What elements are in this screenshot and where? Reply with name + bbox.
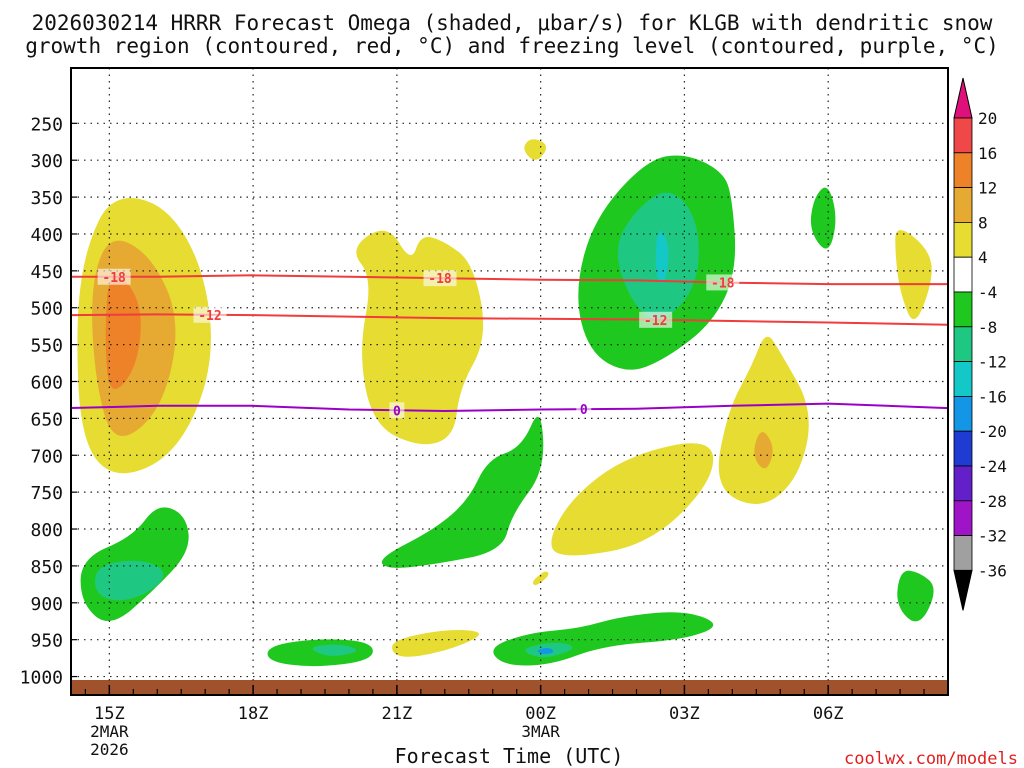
colorbar-label: -24 — [978, 457, 1007, 476]
colorbar-label: -28 — [978, 492, 1007, 511]
ground-bar — [71, 680, 948, 695]
x-tick-sublabel: 2MAR — [90, 722, 129, 741]
isotherm-label-bg — [639, 311, 673, 328]
y-tick-label: 900 — [30, 594, 63, 615]
y-tick-label: 450 — [30, 262, 63, 283]
isotherm-label: -18 — [428, 272, 452, 287]
y-tick-label: 300 — [30, 151, 63, 172]
y-tick-label: 850 — [30, 557, 63, 578]
isotherm-contours: -18 -18 -18 -12 -12 0 0 — [70, 268, 949, 419]
isotherm-label: 0 — [393, 404, 401, 419]
colorbar-bin — [953, 465, 973, 502]
omega-shaded-regions — [77, 139, 934, 667]
y-tick-label: 400 — [30, 225, 63, 246]
y-tick-label: 350 — [30, 188, 63, 209]
x-axis-title: Forecast Time (UTC) — [395, 744, 624, 768]
colorbar-bottom-arrow — [953, 569, 973, 611]
omega-region-22 — [895, 230, 932, 320]
colorbar-bin — [953, 535, 973, 571]
isotherm-label: 0 — [580, 403, 588, 418]
y-tick-label: 600 — [30, 373, 63, 394]
x-tick-sublabel: 3MAR — [521, 722, 560, 741]
colorbar-bin — [953, 395, 973, 432]
colorbar-label: -12 — [978, 353, 1007, 372]
colorbar-bin — [953, 430, 973, 467]
omega-region-4 — [95, 560, 164, 601]
colorbar-bin — [953, 117, 973, 154]
chart-title-line-1: 2026030214 HRRR Forecast Omega (shaded, … — [32, 11, 993, 35]
colorbar-label: -36 — [978, 561, 1007, 580]
omega-region-19 — [718, 336, 809, 504]
omega-colorbar: 20 16 12 8 4 -4 -8 -12 -16 -20 -24 -28 -32 -36 — [953, 77, 1007, 611]
y-tick-label: 650 — [30, 409, 63, 430]
y-axis: 250 300 350 400 450 500 550 600 650 700 750 800 850 9… — [20, 114, 77, 689]
colorbar-label: 16 — [978, 144, 997, 163]
chart-title-line-2: growth region (contoured, red, °C) and f… — [25, 34, 999, 58]
colorbar-bin — [953, 221, 973, 258]
y-tick-label: 1000 — [20, 668, 63, 689]
omega-region-23 — [897, 570, 934, 622]
gridlines — [71, 68, 948, 695]
colorbar-bin — [953, 500, 973, 536]
colorbar-label: -20 — [978, 422, 1007, 441]
isotherm-line-0 — [70, 274, 948, 286]
colorbar-bin — [953, 361, 973, 397]
omega-region-12 — [537, 648, 554, 654]
colorbar-bin — [953, 326, 973, 362]
colorbar-label: -32 — [978, 527, 1007, 546]
y-tick-label: 800 — [30, 520, 63, 541]
x-tick-label: 21Z — [382, 704, 413, 724]
colorbar-bin — [953, 152, 973, 189]
omega-region-13 — [532, 571, 549, 585]
colorbar-label: -4 — [978, 283, 997, 302]
omega-region-6 — [312, 644, 357, 656]
y-tick-label: 550 — [30, 336, 63, 357]
colorbar-bin — [953, 187, 973, 223]
omega-region-9 — [381, 416, 544, 568]
colorbar-bin — [953, 291, 973, 328]
colorbar-label: 4 — [978, 248, 988, 267]
isotherm-label-bg — [389, 402, 405, 419]
x-tick-sublabel: 2026 — [90, 740, 129, 759]
y-tick-label: 950 — [30, 631, 63, 652]
isotherm-label-bg — [193, 306, 227, 323]
colorbar-bin — [953, 256, 973, 293]
x-tick-label: 18Z — [238, 704, 269, 724]
omega-region-2 — [105, 275, 141, 390]
isotherm-label-bg — [576, 401, 592, 418]
y-tick-label: 750 — [30, 483, 63, 504]
omega-region-8 — [392, 630, 479, 657]
isotherm-label-bg — [97, 268, 131, 285]
colorbar-label: -8 — [978, 318, 997, 337]
isotherm-label: -12 — [644, 314, 667, 329]
y-tick-label: 250 — [30, 114, 63, 135]
x-tick-label: 06Z — [813, 704, 844, 724]
x-tick-label: 03Z — [669, 704, 700, 724]
isotherm-label: -12 — [198, 309, 221, 324]
x-tick-label: 00Z — [525, 704, 556, 724]
omega-region-14 — [551, 443, 714, 556]
colorbar-label: 20 — [978, 109, 997, 128]
y-tick-label: 700 — [30, 446, 63, 467]
isotherm-line-2 — [70, 402, 949, 413]
isotherm-label: -18 — [102, 271, 126, 286]
colorbar-label: 12 — [978, 179, 997, 198]
watermark: coolwx.com/models — [844, 749, 1018, 768]
colorbar-label: 8 — [978, 213, 988, 232]
omega-region-15 — [524, 139, 547, 160]
omega-region-20 — [754, 432, 773, 469]
omega-region-21 — [810, 187, 836, 249]
x-tick-label: 15Z — [94, 704, 125, 724]
colorbar-label: -16 — [978, 387, 1007, 406]
omega-region-18 — [655, 231, 669, 283]
isotherm-label-bg — [423, 270, 457, 287]
isotherm-label-bg — [706, 274, 740, 291]
isotherm-label: -18 — [711, 276, 735, 291]
y-tick-label: 500 — [30, 299, 63, 320]
